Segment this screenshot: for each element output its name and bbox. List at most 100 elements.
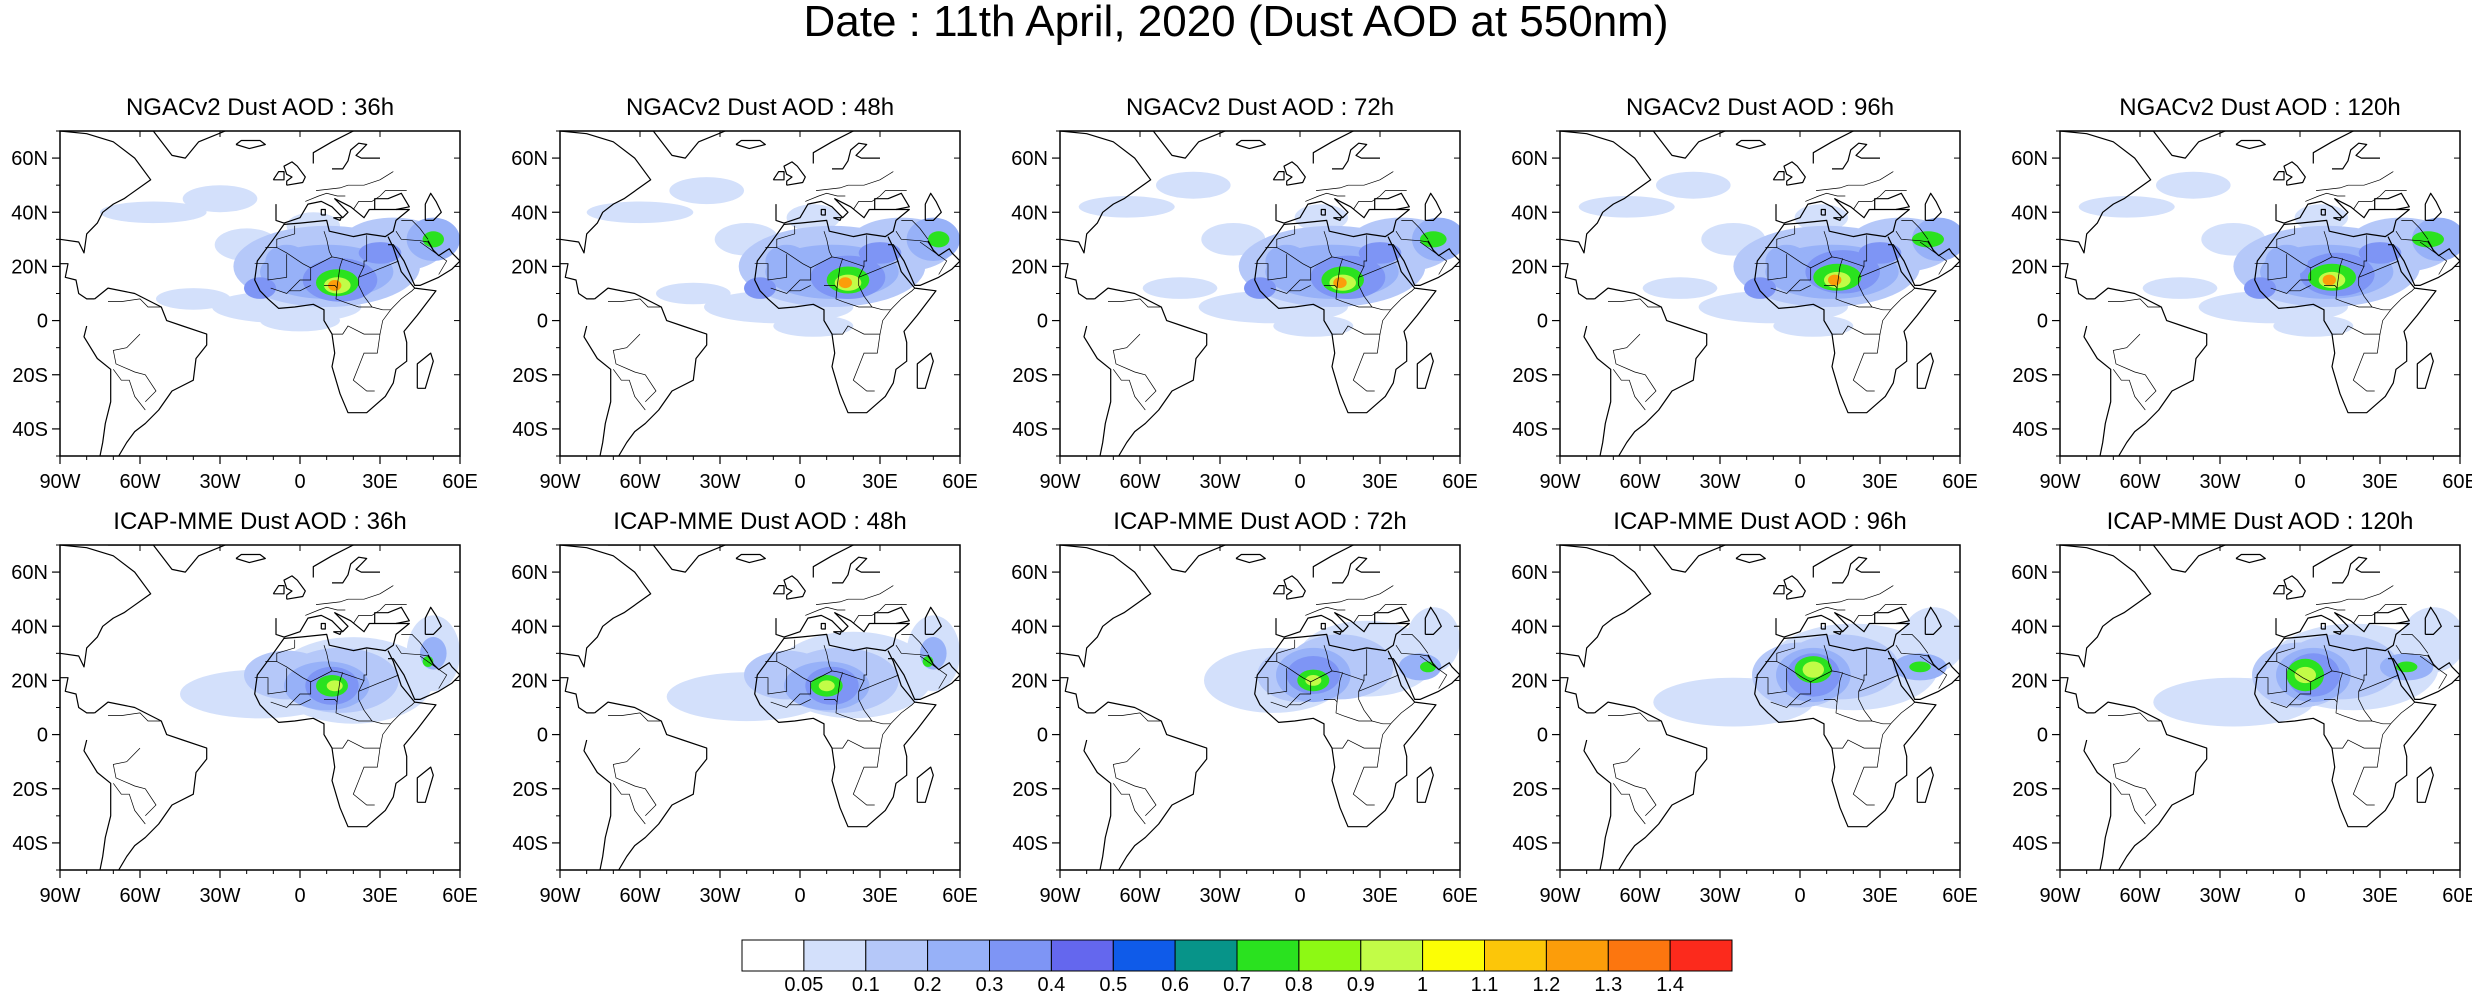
dust-aod-contour (1912, 231, 1944, 248)
lat-tick-label: 20S (512, 779, 548, 801)
lat-tick-label: 60N (1011, 562, 1048, 584)
lat-tick-label: 60N (1011, 148, 1048, 170)
country-border (2353, 604, 2407, 624)
coastline (2094, 701, 2208, 870)
country-border (1332, 325, 1380, 335)
map-area (560, 131, 960, 456)
country-border (858, 674, 899, 692)
lat-tick-label: 20N (1011, 670, 1048, 692)
coastline (1560, 545, 1652, 668)
coastline (924, 192, 942, 222)
coastline (1083, 325, 1112, 456)
colorbar-label: 0.7 (1223, 974, 1251, 995)
coastline (2416, 352, 2434, 389)
coastline (94, 701, 208, 870)
country-border (895, 231, 934, 251)
lon-tick-label: 30W (199, 885, 240, 907)
lon-tick-label: 30E (1862, 471, 1898, 493)
coastline (2374, 192, 2410, 211)
coastline (1312, 545, 1380, 578)
colorbar-label: 0.05 (784, 974, 823, 995)
lon-tick-label: 90W (539, 885, 580, 907)
country-border (1789, 285, 1811, 292)
country-border (2352, 723, 2391, 806)
lat-tick-label: 20N (11, 256, 48, 278)
lon-tick-label: 60W (619, 471, 660, 493)
coastline (1060, 677, 1095, 714)
coastline (1833, 631, 1842, 636)
lon-tick-label: 30E (862, 471, 898, 493)
lon-tick-label: 90W (2039, 471, 2080, 493)
lat-tick-label: 20S (1012, 779, 1048, 801)
coastline (1094, 287, 1208, 456)
country-border (901, 220, 929, 240)
coastline (1332, 556, 1380, 584)
country-border (1323, 231, 1333, 258)
dust-aod-contour (182, 185, 258, 213)
country-border (2332, 739, 2380, 749)
country-border (108, 298, 162, 308)
country-border (323, 231, 333, 258)
lon-tick-label: 30E (362, 885, 398, 907)
colorbar-swatch (927, 939, 990, 972)
country-border (852, 309, 891, 392)
country-border (358, 266, 373, 308)
country-border (1765, 225, 1796, 248)
country-border (823, 645, 833, 672)
colorbar-swatch (1112, 939, 1176, 972)
lon-tick-label: 60W (1119, 471, 1160, 493)
country-border (2305, 606, 2346, 616)
coastline (1332, 142, 1380, 170)
lon-tick-label: 30E (1362, 885, 1398, 907)
coastline (2083, 739, 2112, 870)
country-border (1754, 254, 1788, 281)
lon-tick-label: 30W (1699, 471, 1740, 493)
lon-tick-label: 0 (1794, 471, 1805, 493)
coastline (1820, 208, 1826, 216)
coastline (1833, 217, 1842, 222)
country-border (265, 225, 296, 248)
country-border (608, 712, 662, 722)
country-border (1113, 369, 1146, 411)
country-border (1352, 723, 1391, 806)
coastline (1272, 584, 1285, 595)
country-border (2265, 639, 2296, 662)
lon-tick-label: 0 (794, 471, 805, 493)
country-border (1276, 649, 1368, 683)
map-panel: ICAP-MME Dust AOD : 72h 60N 40N 20N 0 20S 40S 9… (1011, 508, 1478, 907)
lat-tick-label: 40S (512, 419, 548, 441)
lon-tick-label: 0 (1794, 885, 1805, 907)
dust-aod-contour (2358, 242, 2402, 264)
country-border (2358, 680, 2373, 722)
coastline (1416, 766, 1434, 803)
coastline (320, 208, 326, 216)
country-border (815, 585, 894, 605)
coastline (1108, 545, 1226, 573)
colorbar-label: 0.5 (1099, 974, 1127, 995)
coastline (1283, 161, 1306, 186)
country-border (1858, 260, 1899, 278)
dust-aod-contour (2156, 171, 2231, 199)
dust-aod-contour (1802, 661, 1824, 678)
dust-aod-contour (1294, 204, 1348, 232)
dust-aod-contour (773, 315, 854, 337)
dust-aod-contour (669, 177, 744, 205)
country-border (2254, 254, 2288, 281)
dust-aod-contour (838, 277, 852, 289)
lat-tick-label: 40S (512, 833, 548, 855)
colorbar-swatch (989, 939, 1052, 972)
coastline (1735, 553, 1766, 564)
dust-aod-contour (2322, 274, 2336, 286)
country-border (895, 645, 934, 665)
colorbar-swatch (1545, 939, 1609, 972)
coastline (1754, 198, 1937, 414)
coastline (254, 198, 437, 414)
coastline (1312, 131, 1380, 164)
lon-tick-label: 90W (1539, 885, 1580, 907)
coastline (1320, 622, 1326, 630)
country-border (254, 668, 288, 695)
country-border (2324, 699, 2338, 703)
coastline (1832, 142, 1880, 170)
lat-tick-label: 0 (1037, 725, 1048, 747)
country-border (265, 639, 296, 662)
